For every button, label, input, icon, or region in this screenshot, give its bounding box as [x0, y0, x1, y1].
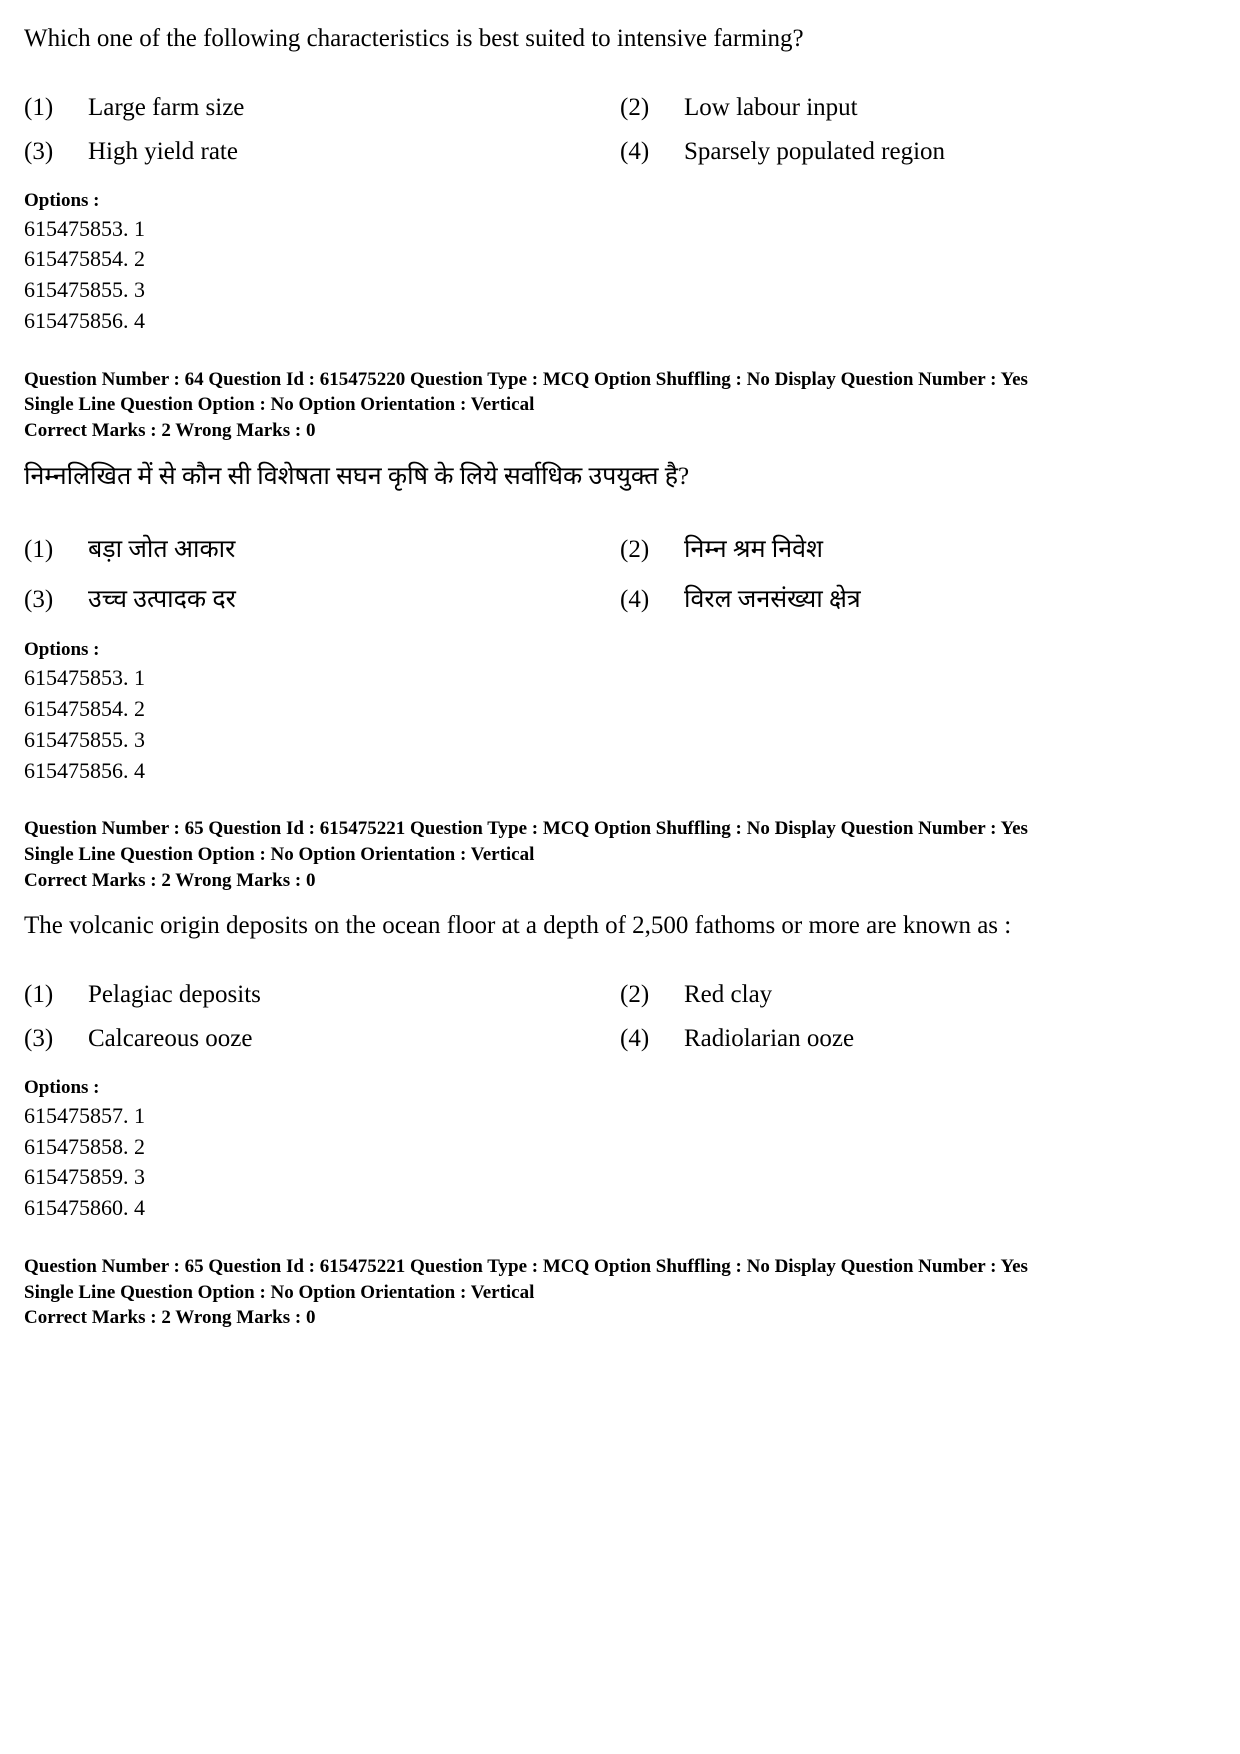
- answer-item: (2) Red clay: [620, 981, 1216, 1009]
- meta-line: Correct Marks : 2 Wrong Marks : 0: [24, 1305, 1216, 1331]
- answer-text: Calcareous ooze: [68, 1025, 253, 1053]
- options-label-2: Options :: [24, 639, 1216, 661]
- answer-text: Radiolarian ooze: [664, 1025, 854, 1053]
- option-line: 615475854. 2: [24, 694, 1216, 725]
- answer-item: (2) निम्न श्रम निवेश: [620, 531, 1216, 565]
- meta-block-1: Question Number : 64 Question Id : 61547…: [24, 367, 1216, 444]
- answer-num: (2): [620, 536, 664, 564]
- answer-item: (4) विरल जनसंख्या क्षेत्र: [620, 581, 1216, 615]
- answer-item: (2) Low labour input: [620, 94, 1216, 122]
- answer-text: Red clay: [664, 981, 772, 1009]
- option-line: 615475857. 1: [24, 1101, 1216, 1132]
- answer-item: (3) उच्च उत्पादक दर: [24, 581, 620, 615]
- answer-num: (3): [24, 1025, 68, 1053]
- answer-grid-3: (1) Pelagiac deposits (2) Red clay (3) C…: [24, 981, 1216, 1053]
- answer-grid-1: (1) Large farm size (2) Low labour input…: [24, 94, 1216, 166]
- option-line: 615475860. 4: [24, 1193, 1216, 1224]
- answer-num: (1): [24, 536, 68, 564]
- meta-line: Question Number : 65 Question Id : 61547…: [24, 1254, 1216, 1280]
- answer-item: (1) बड़ा जोत आकार: [24, 531, 620, 565]
- answer-num: (2): [620, 94, 664, 122]
- answer-num: (1): [24, 94, 68, 122]
- answer-num: (3): [24, 138, 68, 166]
- meta-line: Correct Marks : 2 Wrong Marks : 0: [24, 868, 1216, 894]
- meta-line: Question Number : 65 Question Id : 61547…: [24, 816, 1216, 842]
- meta-line: Single Line Question Option : No Option …: [24, 392, 1216, 418]
- answer-text: Sparsely populated region: [664, 138, 945, 166]
- answer-text: उच्च उत्पादक दर: [68, 581, 236, 615]
- answer-num: (4): [620, 138, 664, 166]
- answer-num: (3): [24, 586, 68, 614]
- answer-text: Pelagiac deposits: [68, 981, 261, 1009]
- option-line: 615475855. 3: [24, 275, 1216, 306]
- answer-num: (4): [620, 586, 664, 614]
- question-text-1: Which one of the following characteristi…: [24, 20, 1216, 58]
- option-line: 615475853. 1: [24, 214, 1216, 245]
- option-line: 615475858. 2: [24, 1132, 1216, 1163]
- meta-line: Correct Marks : 2 Wrong Marks : 0: [24, 418, 1216, 444]
- meta-line: Single Line Question Option : No Option …: [24, 842, 1216, 868]
- answer-item: (1) Large farm size: [24, 94, 620, 122]
- question-text-3: The volcanic origin deposits on the ocea…: [24, 907, 1216, 945]
- answer-item: (3) High yield rate: [24, 138, 620, 166]
- meta-block-2: Question Number : 65 Question Id : 61547…: [24, 816, 1216, 893]
- meta-line: Question Number : 64 Question Id : 61547…: [24, 367, 1216, 393]
- question-text-2: निम्नलिखित में से कौन सी विशेषता सघन कृष…: [24, 458, 1216, 496]
- option-line: 615475856. 4: [24, 756, 1216, 787]
- answer-item: (4) Sparsely populated region: [620, 138, 1216, 166]
- answer-text: निम्न श्रम निवेश: [664, 531, 823, 565]
- option-line: 615475859. 3: [24, 1162, 1216, 1193]
- meta-block-3: Question Number : 65 Question Id : 61547…: [24, 1254, 1216, 1331]
- answer-item: (3) Calcareous ooze: [24, 1025, 620, 1053]
- answer-text: विरल जनसंख्या क्षेत्र: [664, 581, 861, 615]
- answer-text: Large farm size: [68, 94, 244, 122]
- answer-grid-2: (1) बड़ा जोत आकार (2) निम्न श्रम निवेश (…: [24, 531, 1216, 615]
- options-label-3: Options :: [24, 1077, 1216, 1099]
- option-line: 615475853. 1: [24, 663, 1216, 694]
- answer-text: बड़ा जोत आकार: [68, 531, 235, 565]
- answer-num: (4): [620, 1025, 664, 1053]
- answer-num: (1): [24, 981, 68, 1009]
- answer-item: (1) Pelagiac deposits: [24, 981, 620, 1009]
- option-line: 615475855. 3: [24, 725, 1216, 756]
- answer-num: (2): [620, 981, 664, 1009]
- option-line: 615475856. 4: [24, 306, 1216, 337]
- answer-text: Low labour input: [664, 94, 858, 122]
- option-line: 615475854. 2: [24, 244, 1216, 275]
- answer-text: High yield rate: [68, 138, 238, 166]
- options-label-1: Options :: [24, 190, 1216, 212]
- answer-item: (4) Radiolarian ooze: [620, 1025, 1216, 1053]
- meta-line: Single Line Question Option : No Option …: [24, 1280, 1216, 1306]
